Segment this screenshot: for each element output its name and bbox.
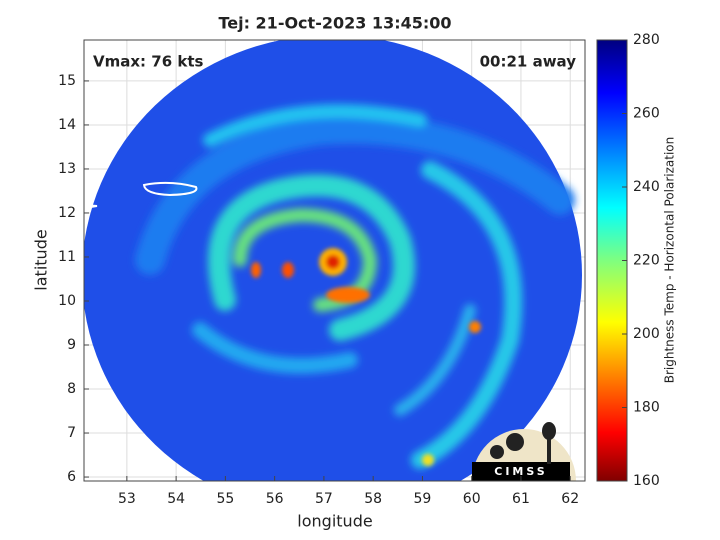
colorbar-tick-label: 260 <box>633 106 660 122</box>
x-tick-label: 59 <box>414 491 432 507</box>
y-tick-label: 12 <box>58 205 76 221</box>
y-tick-label: 11 <box>58 249 76 265</box>
y-tick-label: 9 <box>67 337 76 353</box>
x-tick-label: 62 <box>561 491 579 507</box>
y-tick-label: 14 <box>58 117 76 133</box>
colorbar-tick-label: 180 <box>633 400 660 416</box>
x-tick-label: 53 <box>118 491 136 507</box>
x-tick-label: 56 <box>266 491 284 507</box>
plot-frame <box>83 39 586 482</box>
colorbar-tick-label: 160 <box>633 473 660 489</box>
x-tick-label: 57 <box>315 491 333 507</box>
logo: CIMSS <box>472 422 576 481</box>
x-tick-label: 61 <box>512 491 530 507</box>
colorbar-label: Brightness Temp - Horizontal Polarizatio… <box>663 137 677 384</box>
colorbar-tick-label: 280 <box>633 32 660 48</box>
logo-text: CIMSS <box>494 465 547 478</box>
imagery: CIMSS <box>84 40 582 481</box>
y-tick-label: 8 <box>67 381 76 397</box>
colorbar-tick-label: 220 <box>633 253 660 269</box>
y-tick-label: 6 <box>67 469 76 485</box>
colorbar-tick-label: 240 <box>633 179 660 195</box>
x-axis-label: longitude <box>297 512 372 531</box>
x-tick-label: 54 <box>167 491 185 507</box>
x-tick-label: 55 <box>216 491 234 507</box>
time-annotation: 00:21 away <box>480 53 577 71</box>
y-tick-label: 15 <box>58 73 76 89</box>
y-tick-label: 10 <box>58 293 76 309</box>
vmax-annotation: Vmax: 76 kts <box>93 53 203 71</box>
y-axis-label: latitude <box>32 229 51 290</box>
chart-title: Tej: 21-Oct-2023 13:45:00 <box>218 14 451 33</box>
x-tick-label: 58 <box>364 491 382 507</box>
x-tick-label: 60 <box>463 491 481 507</box>
y-tick-label: 7 <box>67 425 76 441</box>
colorbar-tick-label: 200 <box>633 326 660 342</box>
y-tick-label: 13 <box>58 161 76 177</box>
